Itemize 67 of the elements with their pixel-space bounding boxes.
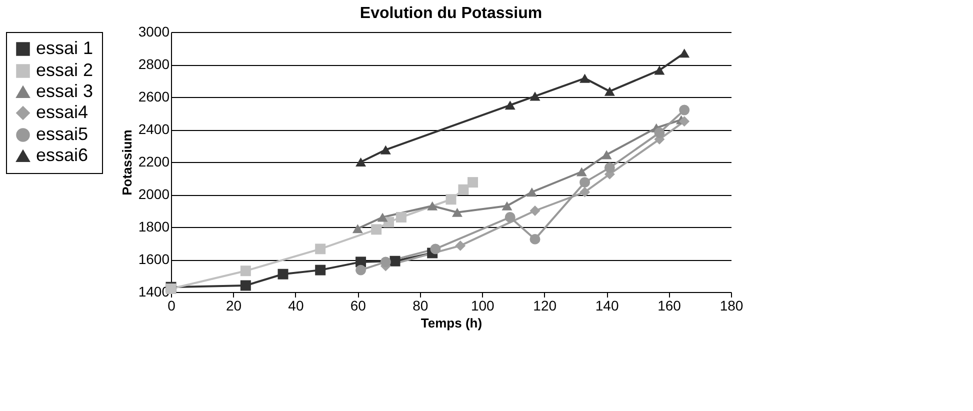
- point: [352, 224, 363, 234]
- point: [526, 188, 538, 197]
- point: [530, 206, 540, 216]
- point: [604, 86, 615, 96]
- point: [396, 212, 406, 222]
- point: [580, 74, 590, 83]
- point: [654, 66, 665, 75]
- x-tick-label: 100: [470, 298, 495, 314]
- point: [380, 256, 391, 268]
- point: [380, 145, 391, 154]
- point: [455, 240, 466, 251]
- legend-label: essai6: [36, 145, 88, 165]
- point: [580, 177, 590, 188]
- point: [679, 116, 690, 127]
- chart-title: Evolution du Potassium: [360, 5, 542, 22]
- point: [576, 167, 587, 176]
- point: [504, 212, 516, 222]
- point: [356, 157, 366, 167]
- point: [452, 208, 462, 217]
- point: [446, 194, 456, 205]
- point: [356, 264, 366, 276]
- point: [679, 104, 690, 116]
- x-tick-label: 20: [226, 298, 242, 314]
- y-tick-label: 2400: [138, 121, 170, 137]
- point: [240, 280, 251, 291]
- point: [679, 48, 690, 58]
- point: [580, 186, 590, 198]
- y-tick-label: 1600: [138, 251, 170, 267]
- x-tick-label: 160: [658, 298, 682, 314]
- y-tick-label: 2200: [138, 154, 170, 170]
- x-tick-label: 0: [168, 298, 176, 314]
- point: [315, 244, 326, 254]
- point: [240, 266, 251, 276]
- y-tick-label: 3000: [138, 24, 170, 40]
- point: [371, 224, 382, 235]
- legend-label: essai 2: [36, 60, 94, 80]
- legend-label: essai5: [36, 124, 88, 144]
- point: [601, 150, 612, 160]
- point: [315, 264, 326, 276]
- point: [502, 201, 512, 210]
- point: [530, 234, 540, 244]
- point: [377, 212, 388, 222]
- point: [604, 162, 615, 173]
- point: [278, 268, 288, 280]
- y-tick-label: 2800: [138, 56, 170, 72]
- point: [530, 92, 540, 101]
- x-tick-label: 40: [288, 298, 304, 314]
- x-tick-label: 140: [595, 298, 619, 314]
- point: [390, 256, 400, 266]
- y-axis-title: Potassium: [119, 130, 134, 196]
- point: [427, 201, 438, 210]
- x-axis-title: Temps (h): [420, 316, 482, 330]
- legend-label: essai 3: [36, 81, 94, 101]
- point: [430, 244, 441, 254]
- point: [468, 177, 478, 188]
- y-tick-label: 2000: [138, 186, 170, 202]
- point: [458, 184, 469, 195]
- y-tick-label: 1800: [138, 218, 170, 234]
- x-tick-label: 80: [412, 298, 428, 314]
- legend-label: essai4: [36, 102, 88, 122]
- point: [654, 128, 665, 138]
- x-tick-label: 120: [533, 298, 557, 314]
- point: [504, 100, 516, 110]
- y-tick-label: 2600: [138, 88, 170, 104]
- legend-label: essai 1: [36, 38, 94, 58]
- x-tick-label: 180: [720, 298, 744, 314]
- x-tick-label: 60: [350, 298, 366, 314]
